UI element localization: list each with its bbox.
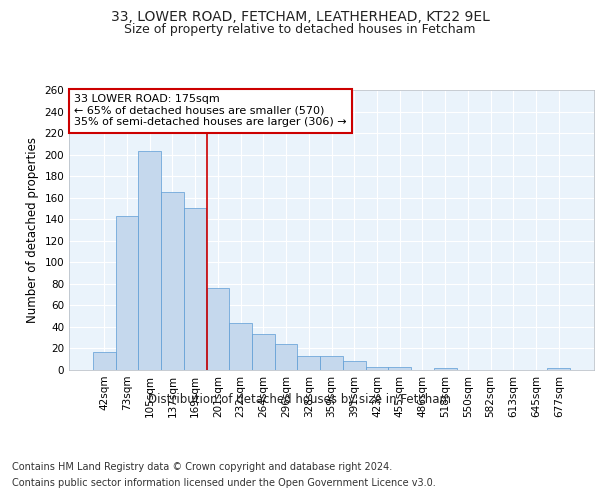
Bar (275, 344, 298, 370)
Text: 33 LOWER ROAD: 175sqm
← 65% of detached houses are smaller (570)
35% of semi-det: 33 LOWER ROAD: 175sqm ← 65% of detached … (74, 94, 347, 128)
Bar (365, 367, 388, 370)
Y-axis label: Number of detached properties: Number of detached properties (26, 137, 39, 323)
Bar (229, 322, 252, 370)
Text: Size of property relative to detached houses in Fetcham: Size of property relative to detached ho… (124, 22, 476, 36)
Bar (93, 352, 116, 370)
Bar (547, 368, 570, 370)
Bar (161, 192, 184, 370)
Text: Distribution of detached houses by size in Fetcham: Distribution of detached houses by size … (149, 392, 452, 406)
Text: Contains HM Land Registry data © Crown copyright and database right 2024.: Contains HM Land Registry data © Crown c… (12, 462, 392, 472)
Bar (298, 356, 320, 370)
Bar (343, 362, 365, 370)
Bar (184, 208, 206, 370)
Bar (206, 288, 229, 370)
Bar (434, 368, 457, 370)
Bar (252, 334, 275, 370)
Text: Contains public sector information licensed under the Open Government Licence v3: Contains public sector information licen… (12, 478, 436, 488)
Bar (320, 356, 343, 370)
Bar (116, 216, 139, 370)
Bar (388, 367, 411, 370)
Text: 33, LOWER ROAD, FETCHAM, LEATHERHEAD, KT22 9EL: 33, LOWER ROAD, FETCHAM, LEATHERHEAD, KT… (110, 10, 490, 24)
Bar (139, 152, 161, 370)
